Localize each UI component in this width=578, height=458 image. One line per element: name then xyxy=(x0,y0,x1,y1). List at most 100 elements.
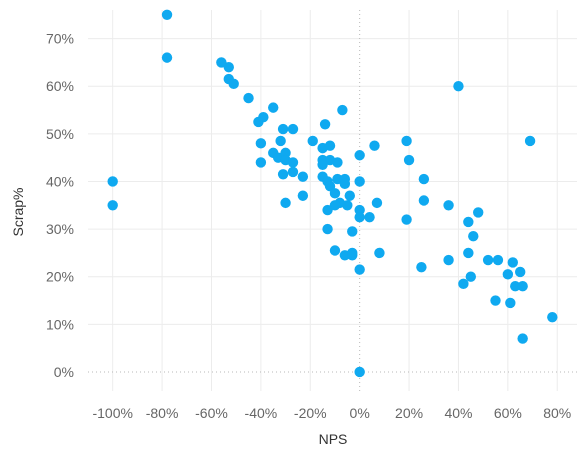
data-point[interactable] xyxy=(329,200,341,211)
data-point[interactable] xyxy=(243,92,254,104)
data-point[interactable] xyxy=(463,216,474,228)
x-tick-label: -60% xyxy=(195,405,228,421)
x-tick-label: 20% xyxy=(395,405,423,421)
data-point[interactable] xyxy=(277,169,289,180)
data-point[interactable] xyxy=(322,204,333,216)
data-point[interactable] xyxy=(418,195,430,206)
data-point[interactable] xyxy=(463,247,474,259)
data-point[interactable] xyxy=(319,119,331,130)
zero-lines xyxy=(88,10,577,391)
x-tick-label: -80% xyxy=(146,405,179,421)
y-tick-label: 70% xyxy=(46,31,74,47)
y-tick-label: 30% xyxy=(46,221,74,237)
x-axis-title: NPS xyxy=(319,431,348,447)
data-point[interactable] xyxy=(416,261,427,273)
data-point[interactable] xyxy=(161,52,173,63)
data-point[interactable] xyxy=(297,190,309,201)
data-point[interactable] xyxy=(332,157,343,168)
y-axis: 0% 10% 20% 30% 40% 50% 60% 70% xyxy=(46,31,74,380)
y-tick-label: 60% xyxy=(46,78,74,94)
data-point[interactable] xyxy=(401,214,412,225)
data-point[interactable] xyxy=(401,135,412,147)
data-point[interactable] xyxy=(547,311,558,323)
data-point[interactable] xyxy=(473,207,484,218)
data-point[interactable] xyxy=(297,171,309,182)
data-point[interactable] xyxy=(465,271,477,282)
data-point[interactable] xyxy=(510,281,521,292)
data-point[interactable] xyxy=(492,254,504,266)
data-point[interactable] xyxy=(329,188,341,199)
x-tick-label: -100% xyxy=(92,405,132,421)
data-point[interactable] xyxy=(280,147,291,159)
data-point[interactable] xyxy=(374,247,385,259)
x-tick-label: 80% xyxy=(543,405,571,421)
x-tick-label: 60% xyxy=(494,405,522,421)
data-point[interactable] xyxy=(107,200,118,211)
data-point[interactable] xyxy=(403,154,415,166)
data-point[interactable] xyxy=(502,269,514,280)
x-tick-label: 40% xyxy=(444,405,472,421)
data-point[interactable] xyxy=(307,135,318,147)
data-point[interactable] xyxy=(354,211,365,223)
x-tick-label: -20% xyxy=(294,405,327,421)
data-point[interactable] xyxy=(322,223,333,235)
data-point[interactable] xyxy=(453,81,464,92)
data-point[interactable] xyxy=(161,9,173,20)
y-tick-label: 10% xyxy=(46,316,74,332)
data-point[interactable] xyxy=(347,250,358,261)
data-points xyxy=(107,9,558,378)
x-tick-label: 0% xyxy=(350,405,370,421)
data-point[interactable] xyxy=(482,254,494,266)
data-point[interactable] xyxy=(317,159,328,170)
data-point[interactable] xyxy=(280,197,291,209)
data-point[interactable] xyxy=(371,197,383,209)
data-point[interactable] xyxy=(354,264,365,275)
data-point[interactable] xyxy=(255,157,267,168)
data-point[interactable] xyxy=(332,173,343,185)
data-point[interactable] xyxy=(514,266,526,278)
data-point[interactable] xyxy=(324,140,336,151)
data-point[interactable] xyxy=(275,135,286,147)
data-point[interactable] xyxy=(507,257,518,268)
data-point[interactable] xyxy=(458,278,469,290)
data-point[interactable] xyxy=(268,102,279,113)
data-point[interactable] xyxy=(344,190,355,201)
data-point[interactable] xyxy=(354,150,365,161)
y-tick-label: 0% xyxy=(54,364,74,380)
data-point[interactable] xyxy=(287,157,299,168)
data-point[interactable] xyxy=(228,78,239,90)
data-point[interactable] xyxy=(468,231,479,242)
x-axis: -100% -80% -60% -40% -20% 0% 20% 40% 60% 80% xyxy=(92,405,571,421)
data-point[interactable] xyxy=(369,140,380,151)
data-point[interactable] xyxy=(505,297,516,309)
data-point[interactable] xyxy=(347,226,358,237)
grid xyxy=(88,10,577,391)
data-point[interactable] xyxy=(443,200,454,211)
data-point[interactable] xyxy=(339,178,351,190)
data-point[interactable] xyxy=(329,245,341,256)
data-point[interactable] xyxy=(287,123,299,135)
data-point[interactable] xyxy=(490,295,501,306)
data-point[interactable] xyxy=(364,211,375,223)
data-point[interactable] xyxy=(342,200,353,211)
data-point[interactable] xyxy=(517,281,528,292)
data-point[interactable] xyxy=(277,123,289,135)
data-point[interactable] xyxy=(258,111,269,123)
data-point[interactable] xyxy=(354,366,365,378)
x-tick-label: -40% xyxy=(245,405,278,421)
data-point[interactable] xyxy=(216,57,227,68)
data-point[interactable] xyxy=(255,138,267,149)
data-point[interactable] xyxy=(443,254,454,266)
y-axis-title: Scrap% xyxy=(10,187,26,236)
data-point[interactable] xyxy=(337,104,348,116)
data-point[interactable] xyxy=(223,61,234,73)
data-point[interactable] xyxy=(354,176,365,187)
data-point[interactable] xyxy=(517,333,528,344)
data-point[interactable] xyxy=(418,173,430,185)
data-point[interactable] xyxy=(107,176,118,187)
y-tick-label: 40% xyxy=(46,173,74,189)
data-point[interactable] xyxy=(354,204,365,216)
data-point[interactable] xyxy=(287,166,299,178)
data-point[interactable] xyxy=(524,135,536,147)
